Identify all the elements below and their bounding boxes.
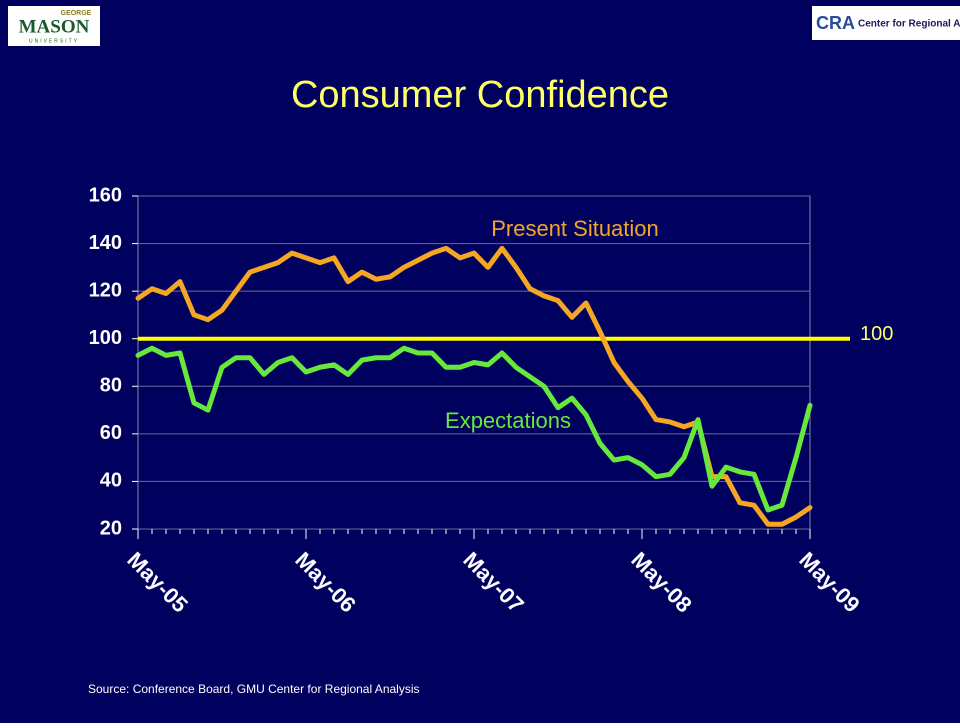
source-note: Source: Conference Board, GMU Center for…: [88, 682, 420, 696]
series-label: Expectations: [445, 408, 571, 433]
y-tick-label: 80: [100, 375, 122, 397]
logo-text: UNIVERSITY: [29, 38, 79, 44]
y-tick-label: 160: [89, 184, 122, 206]
chart-title: Consumer Confidence: [291, 74, 669, 116]
y-tick-label: 120: [89, 279, 122, 301]
y-tick-label: 140: [89, 232, 122, 254]
logo-text: Center for Regional Analys: [858, 19, 960, 30]
logo-text: GEORGE: [61, 10, 92, 17]
y-tick-label: 60: [100, 422, 122, 444]
logo-text: CRA: [816, 13, 855, 33]
reference-label: 100: [860, 323, 893, 345]
series-label: Present Situation: [491, 216, 659, 241]
logo-text: MASON: [19, 16, 90, 37]
y-tick-label: 100: [89, 327, 122, 349]
series-line: [135, 345, 813, 513]
y-tick-label: 20: [100, 517, 122, 539]
left-logo-box: [8, 6, 100, 46]
y-tick-label: 40: [100, 470, 122, 492]
right-logo-box: [812, 6, 960, 40]
